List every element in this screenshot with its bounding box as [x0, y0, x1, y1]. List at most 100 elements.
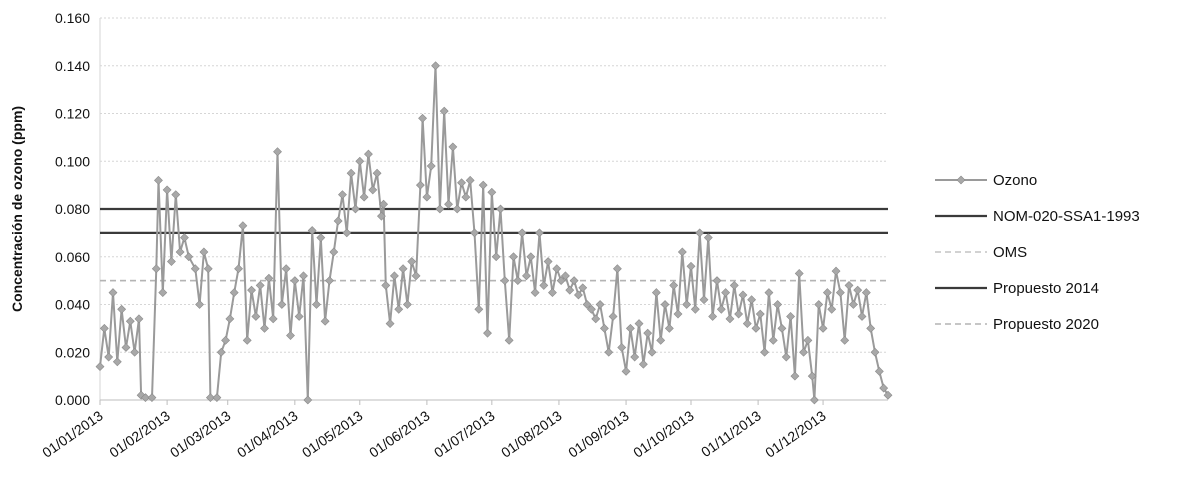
data-point	[195, 300, 205, 309]
data-point	[742, 319, 752, 329]
data-point	[721, 288, 731, 297]
data-point	[418, 113, 427, 123]
data-point	[342, 228, 352, 238]
data-point	[621, 366, 631, 376]
data-point	[535, 228, 544, 238]
data-point	[530, 288, 540, 297]
y-tick-label: 0.140	[55, 58, 90, 74]
data-point	[180, 233, 189, 243]
data-point	[247, 285, 256, 295]
data-point	[831, 266, 841, 276]
data-point	[212, 393, 222, 403]
data-point	[465, 175, 475, 185]
data-point	[712, 276, 722, 286]
data-point	[431, 61, 440, 71]
reference-lines	[100, 207, 888, 282]
data-point	[725, 314, 735, 324]
data-point	[190, 264, 200, 274]
data-point	[411, 271, 421, 281]
data-point	[154, 175, 163, 185]
data-point	[221, 335, 230, 345]
y-tick-label: 0.040	[55, 297, 90, 313]
data-point	[695, 228, 705, 238]
data-point	[234, 264, 243, 274]
data-point	[548, 288, 557, 297]
data-point	[487, 187, 497, 197]
data-point	[664, 323, 674, 333]
data-point	[368, 185, 378, 195]
data-point	[595, 300, 605, 309]
data-point	[612, 264, 622, 274]
data-point	[526, 252, 536, 262]
data-point	[242, 335, 252, 345]
data-point	[578, 283, 588, 293]
data-point	[703, 233, 713, 243]
data-point	[435, 204, 445, 214]
data-point	[773, 300, 783, 309]
data-point	[673, 309, 683, 319]
data-point	[509, 252, 518, 262]
x-tick-label: 01/02/2013	[106, 407, 173, 460]
data-point	[426, 161, 436, 171]
data-point	[199, 247, 209, 257]
data-point	[95, 362, 105, 371]
data-point	[260, 323, 269, 333]
data-point	[556, 276, 566, 286]
data-point	[355, 156, 365, 166]
data-point	[307, 226, 317, 235]
data-point	[809, 395, 819, 405]
data-point	[238, 221, 248, 231]
data-point	[794, 269, 804, 278]
data-point	[333, 216, 343, 226]
y-tick-label: 0.000	[55, 392, 90, 408]
y-tick-label: 0.160	[55, 10, 90, 26]
data-point	[656, 335, 666, 345]
data-point	[866, 323, 876, 333]
data-point	[561, 271, 570, 281]
y-tick-label: 0.020	[55, 344, 90, 360]
data-point	[500, 276, 510, 286]
data-point	[781, 352, 791, 362]
data-point	[273, 147, 282, 157]
data-point	[777, 323, 787, 333]
data-point	[364, 149, 373, 159]
data-point	[316, 233, 326, 243]
data-point	[496, 204, 505, 214]
data-point	[569, 276, 579, 286]
legend-label: OMS	[993, 244, 1027, 261]
data-point	[818, 323, 828, 333]
data-point	[879, 383, 889, 393]
data-point	[822, 288, 832, 297]
data-point	[807, 371, 817, 381]
data-point	[130, 347, 140, 357]
data-point	[699, 295, 709, 305]
y-tick-label: 0.100	[55, 153, 90, 169]
data-point	[125, 316, 135, 326]
data-point	[338, 190, 347, 200]
data-point	[439, 106, 449, 116]
data-point	[478, 180, 488, 190]
data-point	[108, 288, 118, 297]
data-point	[669, 280, 679, 290]
data-point	[552, 264, 562, 274]
data-point	[857, 312, 867, 321]
data-point	[883, 390, 893, 400]
data-point	[625, 323, 635, 333]
data-point	[203, 264, 213, 274]
x-tick-label: 01/12/2013	[762, 407, 829, 460]
x-tick-label: 01/03/2013	[167, 407, 234, 460]
data-point	[634, 319, 644, 329]
data-point	[574, 290, 583, 300]
data-point	[99, 323, 109, 333]
data-point	[690, 304, 700, 314]
data-point	[747, 295, 757, 305]
data-point	[517, 228, 527, 238]
data-point	[286, 331, 295, 340]
y-tick-label: 0.120	[55, 106, 90, 122]
x-tick-label: 01/06/2013	[366, 407, 433, 460]
series-ozono	[95, 61, 893, 405]
data-point	[840, 335, 850, 345]
data-point	[786, 312, 796, 321]
data-point	[790, 371, 800, 381]
